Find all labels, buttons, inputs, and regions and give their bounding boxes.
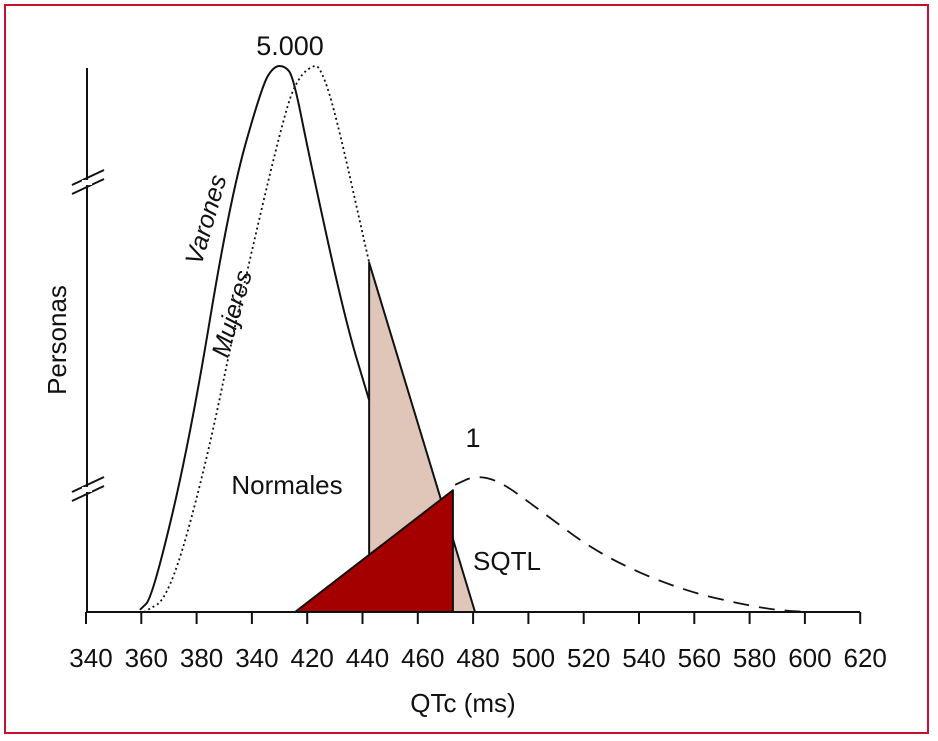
x-tick-label: 460 xyxy=(401,643,444,673)
x-tick-label: 540 xyxy=(622,643,665,673)
x-axis-label: QTc (ms) xyxy=(410,688,515,718)
x-tick-label: 600 xyxy=(788,643,831,673)
sqtl-peak-label: 1 xyxy=(465,423,480,453)
x-tick-label: 420 xyxy=(291,643,334,673)
normales-label: Normales xyxy=(231,470,342,500)
x-tick-label: 560 xyxy=(678,643,721,673)
peak-label: 5.000 xyxy=(256,31,324,61)
x-tick-label: 580 xyxy=(733,643,776,673)
sqtl-label: SQTL xyxy=(473,546,541,576)
figure-border xyxy=(4,4,929,734)
x-tick-label: 340 xyxy=(69,643,112,673)
x-tick-label: 520 xyxy=(567,643,610,673)
series-sqtl-line xyxy=(454,476,841,613)
series-mujeres-line xyxy=(143,65,371,613)
y-axis-break-bottom xyxy=(71,476,105,502)
y-axis-label: Personas xyxy=(42,285,72,395)
x-tick-label: 340 xyxy=(235,643,278,673)
x-tick-label: 440 xyxy=(346,643,389,673)
y-axis-break-top xyxy=(71,169,105,195)
series-varones-line xyxy=(139,64,371,611)
x-tick-label: 360 xyxy=(125,643,168,673)
x-tick-label: 500 xyxy=(512,643,555,673)
x-tick-label: 620 xyxy=(844,643,887,673)
varones-label: Varones xyxy=(180,172,232,268)
x-tick-label: 380 xyxy=(180,643,223,673)
mujeres-label: Mujeres xyxy=(207,267,258,360)
x-tick-label: 480 xyxy=(456,643,499,673)
